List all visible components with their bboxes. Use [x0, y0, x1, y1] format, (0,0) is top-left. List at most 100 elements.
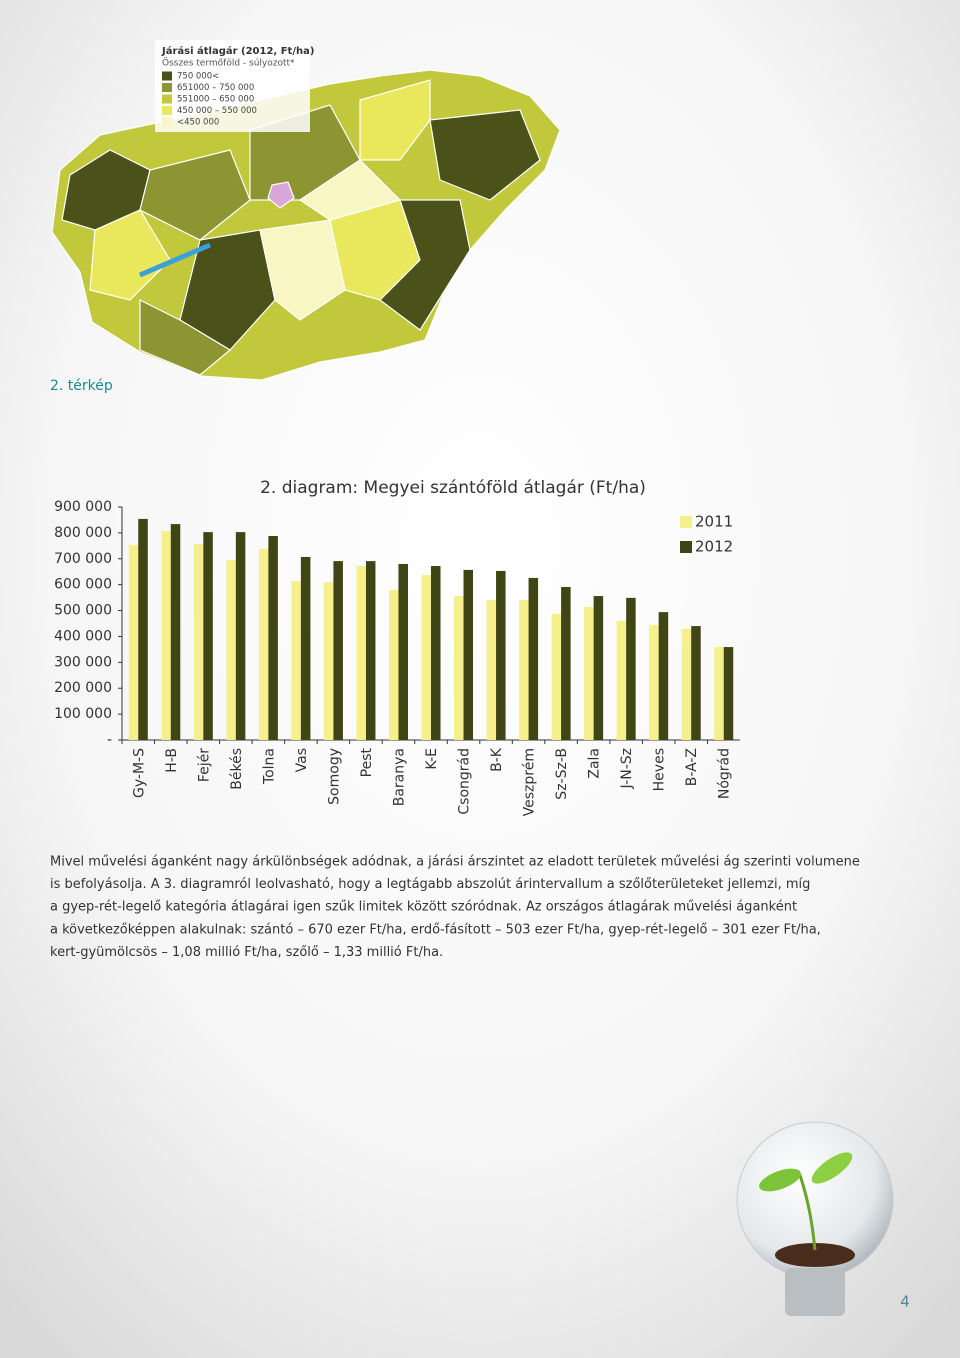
- y-tick-label: 600 000: [54, 577, 112, 593]
- y-tick-label: 100 000: [54, 706, 112, 722]
- x-tick-label: B-A-Z: [684, 748, 700, 786]
- x-tick-label: Veszprém: [522, 748, 538, 816]
- y-tick-label: 700 000: [54, 551, 112, 567]
- map-region: [139, 149, 251, 241]
- bar: [486, 599, 497, 740]
- map-legend-title: Járási átlagár (2012, Ft/ha): [161, 45, 314, 57]
- body-line: a gyep-rét-legelő kategória átlagárai ig…: [50, 900, 797, 915]
- bar: [365, 561, 376, 740]
- legend-label: 2011: [695, 513, 733, 531]
- stem: [798, 1174, 817, 1251]
- bulb-base: [785, 1268, 845, 1316]
- bar: [323, 582, 334, 740]
- bar: [691, 626, 701, 740]
- bar: [258, 548, 269, 740]
- bar: [268, 535, 278, 740]
- bar: [161, 531, 171, 740]
- map-legend-label: <450 000: [177, 118, 219, 128]
- bar: [616, 620, 627, 740]
- x-tick-label: Somogy: [326, 748, 342, 805]
- y-tick-label: 900 000: [54, 499, 112, 515]
- legend-swatch: [680, 541, 692, 553]
- bar: [658, 612, 669, 740]
- bar: [356, 566, 366, 740]
- bar: [138, 518, 148, 740]
- x-tick-label: J-N-Sz: [619, 748, 635, 789]
- x-tick-label: B-K: [489, 747, 505, 772]
- map-region: [379, 199, 471, 331]
- bar: [519, 599, 529, 740]
- y-tick-label: 400 000: [54, 628, 112, 644]
- bar: [723, 647, 734, 740]
- x-tick-label: Fejér: [196, 748, 212, 782]
- bar: [203, 532, 213, 740]
- x-tick-label: Zala: [587, 748, 603, 779]
- bar: [431, 566, 441, 740]
- map-region: [429, 109, 541, 201]
- map-legend-box: [155, 40, 310, 132]
- legend-label: 2012: [695, 538, 733, 556]
- bar: [333, 561, 343, 740]
- y-tick-label: -: [107, 732, 112, 748]
- bar: [584, 606, 594, 740]
- bar: [226, 560, 236, 740]
- body-line: kert-gyümölcsös – 1,08 millió Ft/ha, sző…: [50, 945, 443, 960]
- y-tick-label: 200 000: [54, 680, 112, 696]
- x-tick-label: Békés: [229, 748, 245, 790]
- x-tick-label: Vas: [294, 748, 310, 772]
- x-tick-label: Nógrád: [717, 748, 733, 799]
- bar: [714, 647, 724, 740]
- map-region: [179, 229, 276, 351]
- x-tick-label: Sz-Sz-B: [554, 748, 570, 800]
- bar: [528, 577, 539, 740]
- map-legend-swatch: [162, 83, 172, 92]
- x-tick-label: Pest: [359, 747, 375, 777]
- map: [51, 69, 561, 381]
- map-legend-label: 551000 – 650 000: [177, 95, 254, 105]
- bar: [561, 586, 571, 740]
- map-region: [89, 209, 171, 301]
- bar: [128, 545, 139, 740]
- map-caption: 2. térkép: [50, 378, 113, 394]
- bar: [626, 597, 636, 740]
- map-legend-swatch: [162, 117, 172, 127]
- map-region: [139, 299, 232, 376]
- body-line: Mivel művelési áganként nagy árkülönbség…: [50, 855, 860, 870]
- budapest: [267, 181, 295, 209]
- map-legend-label: 750 000<: [177, 72, 219, 82]
- x-tick-label: Tolna: [261, 748, 277, 785]
- body-line: is befolyásolja. A 3. diagramról leolvas…: [50, 877, 810, 892]
- y-tick-label: 300 000: [54, 654, 112, 670]
- x-tick-label: Baranya: [391, 748, 407, 806]
- bar: [291, 581, 301, 740]
- bar: [649, 625, 659, 740]
- bar: [496, 570, 506, 740]
- bulb-illustration: [736, 1121, 894, 1316]
- map-legend-subtitle: Összes termőföld - súlyozott*: [162, 58, 295, 69]
- body-text: Mivel művelési áganként nagy árkülönbség…: [50, 855, 860, 960]
- bar: [421, 575, 431, 740]
- bar: [681, 628, 692, 740]
- map-region: [298, 159, 402, 221]
- bar: [463, 569, 474, 740]
- leaf: [811, 1152, 853, 1184]
- x-tick-label: K-E: [424, 748, 440, 770]
- y-tick-label: 500 000: [54, 603, 112, 619]
- map-legend-swatch: [162, 94, 172, 104]
- bar: [170, 524, 181, 740]
- bar: [388, 589, 399, 740]
- map-legend-swatch: [162, 71, 172, 81]
- soil: [775, 1243, 855, 1267]
- body-line: a következőképpen alakulnak: szántó – 67…: [50, 922, 821, 937]
- bar: [193, 544, 204, 740]
- lake: [139, 242, 211, 278]
- bar: [593, 596, 604, 740]
- x-tick-label: H-B: [164, 748, 180, 773]
- map-legend-label: 651000 – 750 000: [177, 83, 254, 93]
- legend-swatch: [680, 516, 692, 528]
- bar: [551, 613, 562, 740]
- map-legend-label: 450 000 – 550 000: [177, 106, 257, 116]
